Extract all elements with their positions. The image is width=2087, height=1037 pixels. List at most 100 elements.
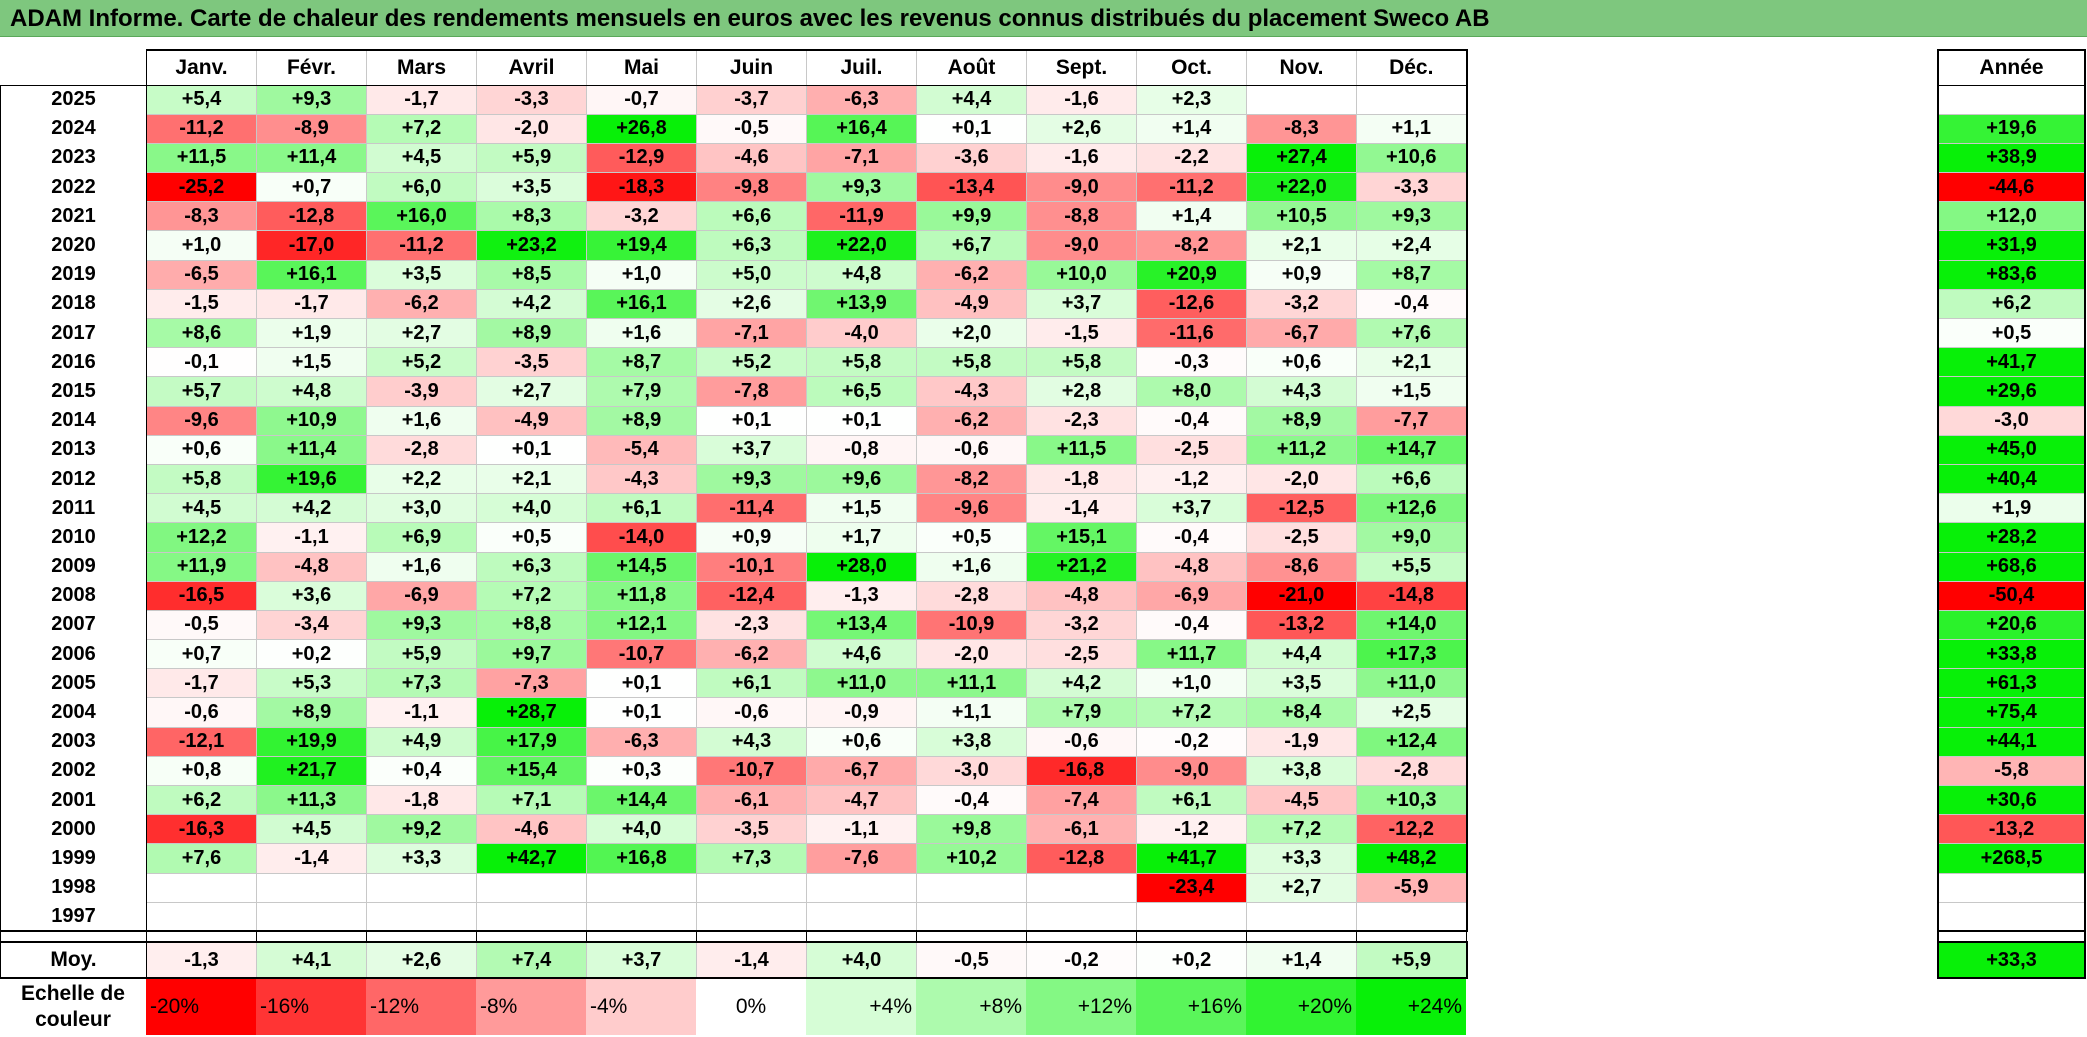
cell-2021-6: +6,6 xyxy=(696,201,807,232)
month-header-4: Avril xyxy=(476,49,587,86)
cell-2016-9: +5,8 xyxy=(1026,347,1137,378)
cell-2007-8: -10,9 xyxy=(916,609,1027,641)
year-label-2012: 2012 xyxy=(0,464,147,494)
cell-2004-9: +7,9 xyxy=(1026,697,1137,728)
cell-2002-2: +21,7 xyxy=(256,755,367,787)
cell-2000-1: -16,3 xyxy=(146,814,257,845)
year-label-2018: 2018 xyxy=(0,289,147,319)
cell-2009-7: +28,0 xyxy=(806,551,917,582)
cell-2003-3: +4,9 xyxy=(366,726,477,757)
gap-cell xyxy=(916,931,1027,943)
cell-1999-10: +41,7 xyxy=(1136,843,1247,874)
cell-2016-10: -0,3 xyxy=(1136,347,1247,378)
cell-2022-4: +3,5 xyxy=(476,172,587,203)
cell-2002-1: +0,8 xyxy=(146,755,257,787)
cell-2000-6: -3,5 xyxy=(696,814,807,845)
annual-2009: +68,6 xyxy=(1937,551,2086,582)
annual-1998 xyxy=(1937,872,2086,903)
cell-2014-7: +0,1 xyxy=(806,405,917,436)
cell-2005-11: +3,5 xyxy=(1246,668,1357,699)
cell-2010-9: +15,1 xyxy=(1026,522,1137,553)
year-label-1997: 1997 xyxy=(0,902,147,933)
cell-2007-12: +14,0 xyxy=(1356,609,1468,641)
annual-2012: +40,4 xyxy=(1937,463,2086,495)
cell-2018-3: -6,2 xyxy=(366,288,477,320)
color-scale-stop-3: -12% xyxy=(366,979,476,1035)
cell-2003-2: +19,9 xyxy=(256,726,367,757)
cell-2011-8: -9,6 xyxy=(916,493,1027,524)
cell-2005-5: +0,1 xyxy=(586,668,697,699)
cell-1997-4 xyxy=(476,901,587,933)
cell-2000-2: +4,5 xyxy=(256,814,367,845)
cell-2017-10: -11,6 xyxy=(1136,317,1247,349)
year-label-2000: 2000 xyxy=(0,814,147,844)
cell-2017-6: -7,1 xyxy=(696,317,807,349)
cell-2019-2: +16,1 xyxy=(256,259,367,290)
cell-2004-8: +1,1 xyxy=(916,697,1027,728)
cell-2013-1: +0,6 xyxy=(146,434,257,465)
average-11: +1,4 xyxy=(1246,941,1357,980)
cell-2001-9: -7,4 xyxy=(1026,784,1137,816)
cell-2011-12: +12,6 xyxy=(1356,493,1468,524)
cell-2011-10: +3,7 xyxy=(1136,493,1247,524)
cell-2000-8: +9,8 xyxy=(916,814,1027,845)
cell-2002-10: -9,0 xyxy=(1136,755,1247,787)
cell-2019-4: +8,5 xyxy=(476,259,587,290)
cell-2024-6: -0,5 xyxy=(696,113,807,144)
month-header-12: Déc. xyxy=(1356,49,1468,86)
cell-2003-1: -12,1 xyxy=(146,726,257,757)
cell-2012-7: +9,6 xyxy=(806,463,917,495)
year-label-2003: 2003 xyxy=(0,727,147,757)
gap-cell xyxy=(696,931,807,943)
month-header-3: Mars xyxy=(366,49,477,86)
cell-2012-8: -8,2 xyxy=(916,463,1027,495)
color-scale-stop-7: +4% xyxy=(806,979,916,1035)
cell-2016-1: -0,1 xyxy=(146,347,257,378)
cell-2006-3: +5,9 xyxy=(366,639,477,670)
cell-2014-10: -0,4 xyxy=(1136,405,1247,436)
cell-2008-5: +11,8 xyxy=(586,580,697,611)
cell-2007-4: +8,8 xyxy=(476,609,587,641)
year-label-2005: 2005 xyxy=(0,668,147,698)
cell-2025-8: +4,4 xyxy=(916,84,1027,115)
cell-1999-5: +16,8 xyxy=(586,843,697,874)
color-scale-stop-2: -16% xyxy=(256,979,366,1035)
cell-1999-11: +3,3 xyxy=(1246,843,1357,874)
cell-2019-6: +5,0 xyxy=(696,259,807,290)
cell-2021-1: -8,3 xyxy=(146,201,257,232)
cell-2022-10: -11,2 xyxy=(1136,172,1247,203)
cell-2022-7: +9,3 xyxy=(806,172,917,203)
cell-2007-10: -0,4 xyxy=(1136,609,1247,641)
cell-2006-1: +0,7 xyxy=(146,639,257,670)
cell-2008-12: -14,8 xyxy=(1356,580,1468,611)
cell-2018-8: -4,9 xyxy=(916,288,1027,320)
cell-2002-4: +15,4 xyxy=(476,755,587,787)
annual-2003: +44,1 xyxy=(1937,726,2086,757)
cell-2006-11: +4,4 xyxy=(1246,639,1357,670)
cell-2012-2: +19,6 xyxy=(256,463,367,495)
cell-1998-7 xyxy=(806,872,917,903)
annual-1999: +268,5 xyxy=(1937,843,2086,874)
cell-2007-5: +12,1 xyxy=(586,609,697,641)
cell-2021-11: +10,5 xyxy=(1246,201,1357,232)
gap-cell xyxy=(1937,931,2086,943)
cell-2015-9: +2,8 xyxy=(1026,376,1137,407)
cell-2023-10: -2,2 xyxy=(1136,142,1247,174)
year-label-2021: 2021 xyxy=(0,201,147,231)
cell-2002-5: +0,3 xyxy=(586,755,697,787)
cell-2003-8: +3,8 xyxy=(916,726,1027,757)
cell-1997-2 xyxy=(256,901,367,933)
cell-2010-5: -14,0 xyxy=(586,522,697,553)
average-5: +3,7 xyxy=(586,941,697,980)
average-9: -0,2 xyxy=(1026,941,1137,980)
cell-2018-12: -0,4 xyxy=(1356,288,1468,320)
cell-2017-4: +8,9 xyxy=(476,317,587,349)
cell-2003-10: -0,2 xyxy=(1136,726,1247,757)
cell-2016-5: +8,7 xyxy=(586,347,697,378)
cell-2014-4: -4,9 xyxy=(476,405,587,436)
cell-1997-1 xyxy=(146,901,257,933)
chart-title: ADAM Informe. Carte de chaleur des rende… xyxy=(0,0,2087,37)
cell-2020-12: +2,4 xyxy=(1356,230,1468,261)
cell-2000-3: +9,2 xyxy=(366,814,477,845)
cell-2018-7: +13,9 xyxy=(806,288,917,320)
